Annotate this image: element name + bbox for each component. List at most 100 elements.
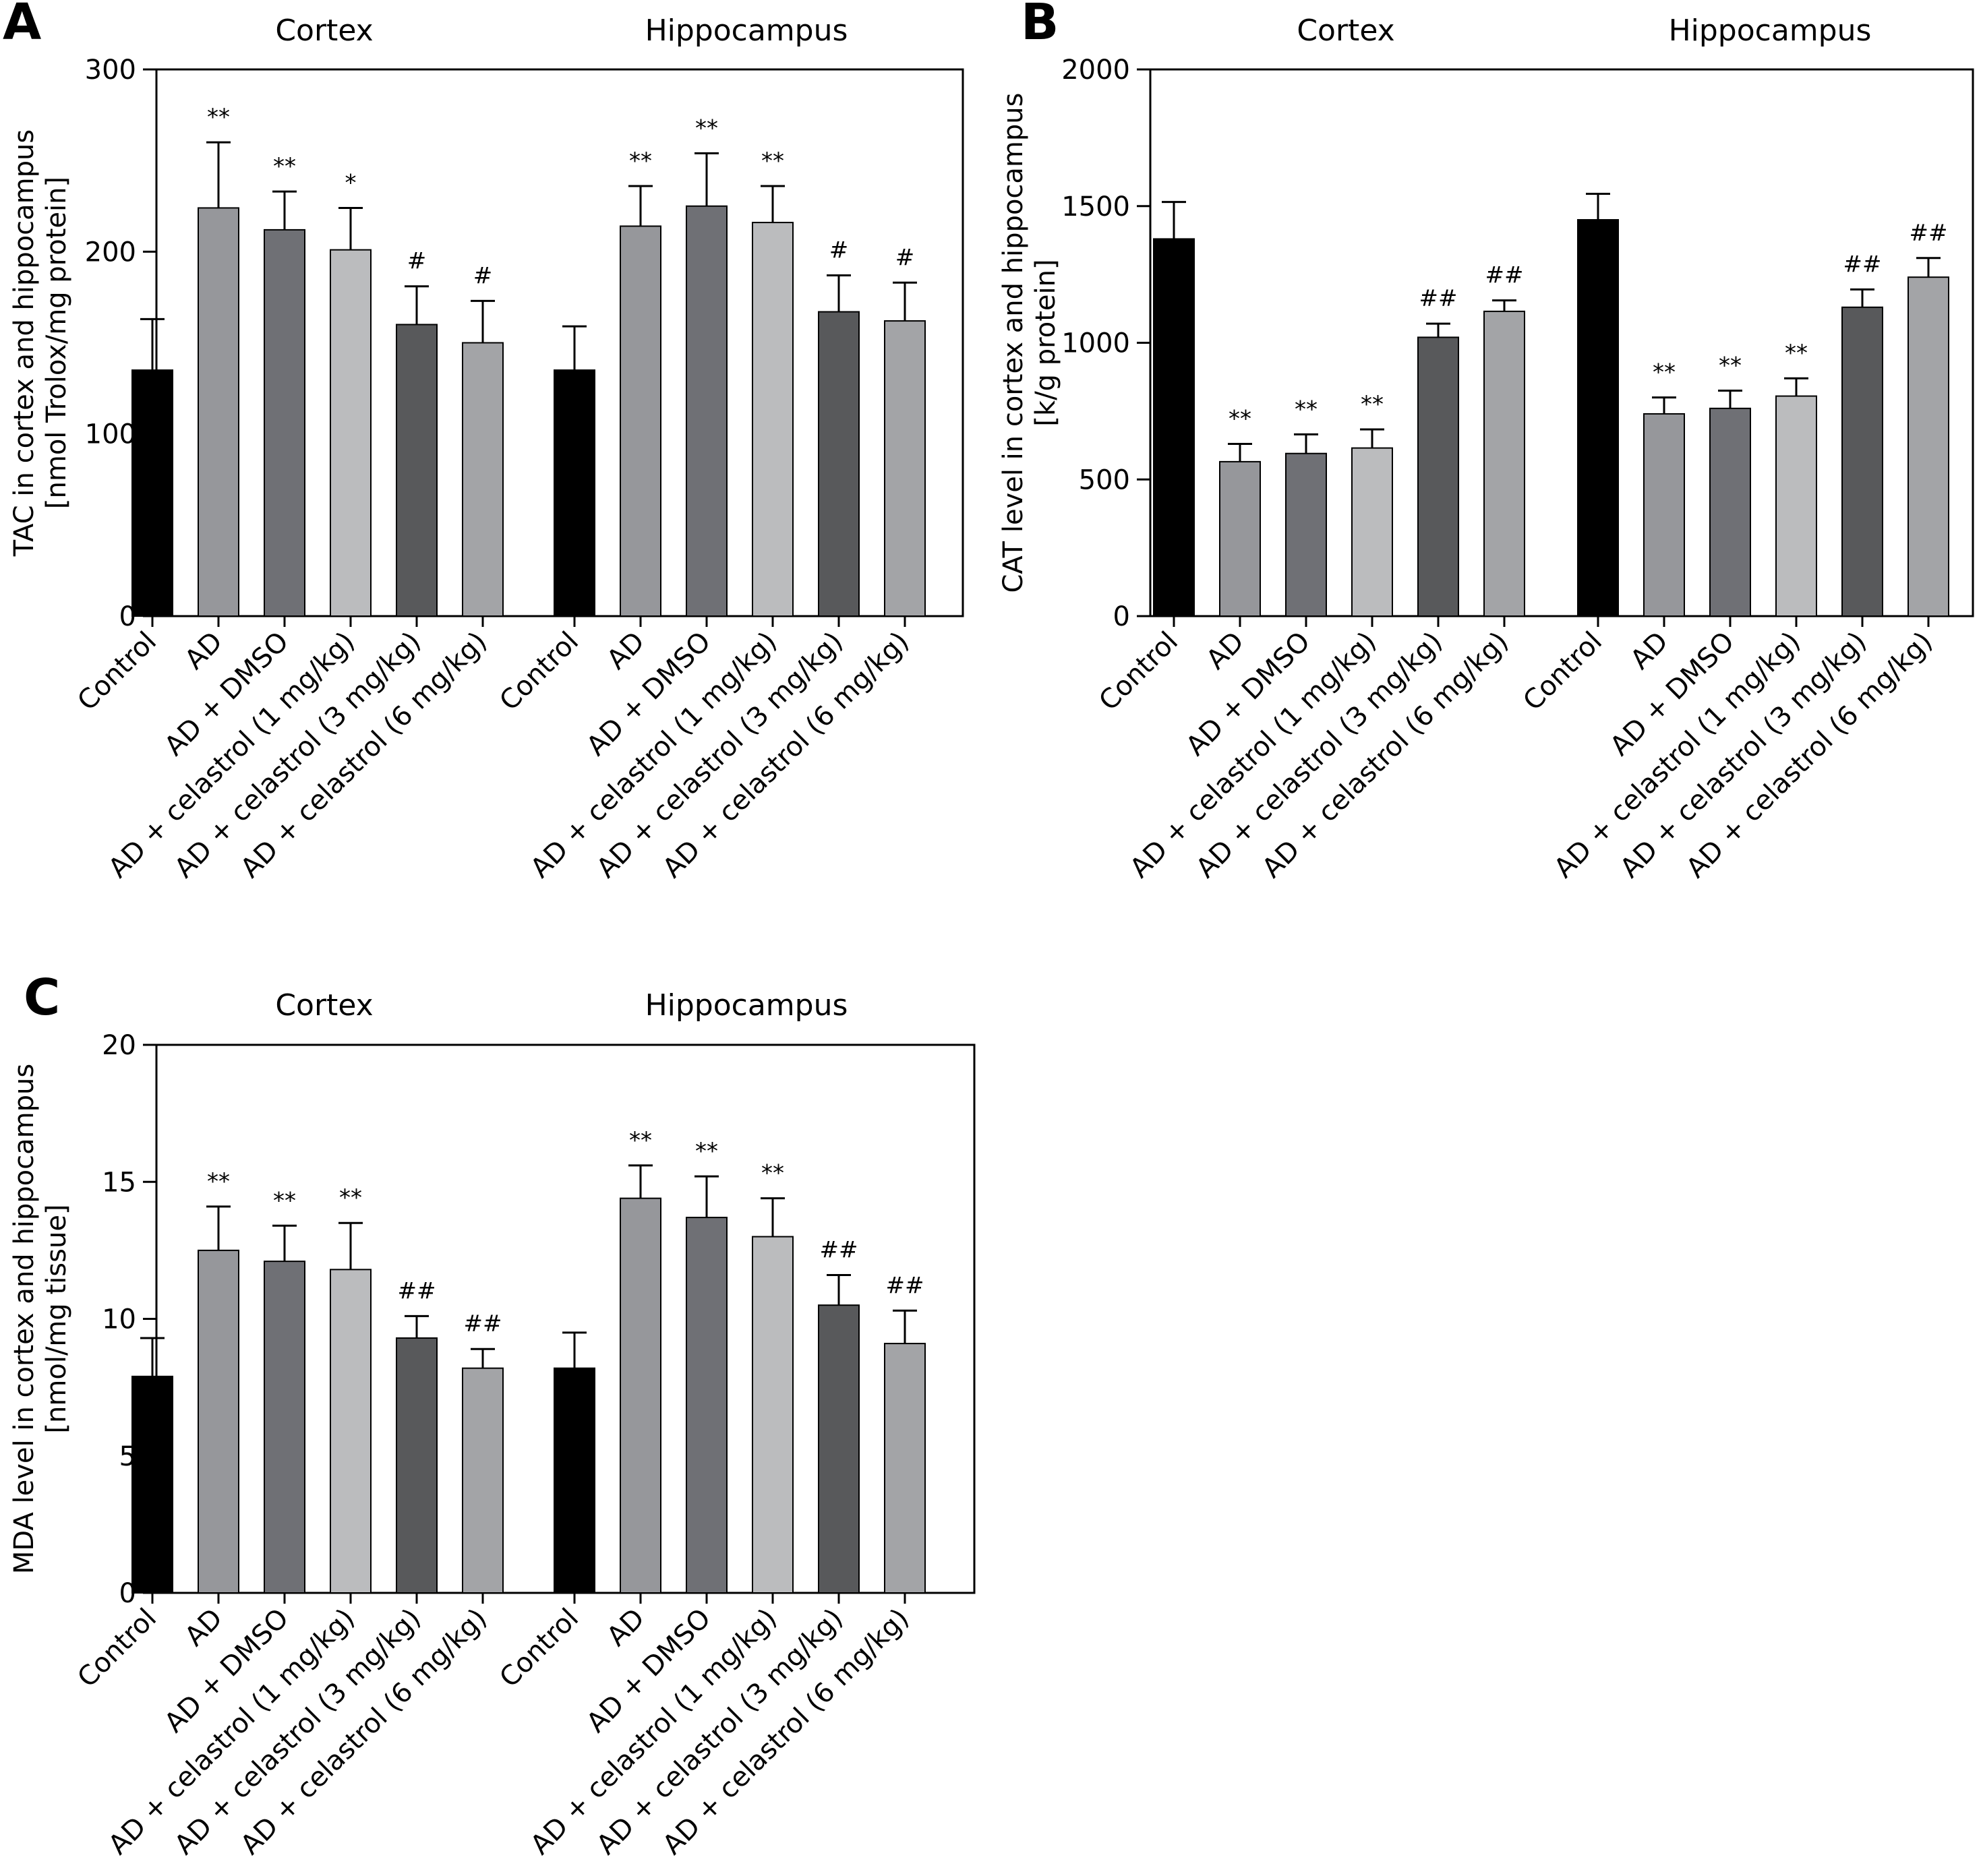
significance-mark-C: ## xyxy=(398,1277,436,1304)
y-tick-label-B: 2000 xyxy=(1061,55,1130,86)
significance-mark-B: ## xyxy=(1910,220,1948,247)
y-tick-label-B: 1500 xyxy=(1061,191,1130,222)
bar-A xyxy=(198,207,239,617)
x-category-label-A: Control xyxy=(71,626,162,717)
significance-mark-B: ** xyxy=(1653,359,1676,386)
group-title-C-0: Cortex xyxy=(275,988,373,1023)
bar-A xyxy=(752,222,794,617)
x-category-label-A: AD xyxy=(601,626,651,676)
significance-mark-A: # xyxy=(895,244,915,271)
bar-B xyxy=(1219,460,1261,617)
group-title-B-1: Hippocampus xyxy=(1669,13,1872,48)
x-category-label-C: Control xyxy=(71,1603,162,1694)
y-tick-label-C: 20 xyxy=(102,1030,136,1061)
significance-mark-C: ** xyxy=(695,1138,718,1165)
y-axis-label-A: [nmol Trolox/mg protein] xyxy=(41,177,72,509)
significance-mark-B: ** xyxy=(1361,391,1384,418)
significance-mark-B: ** xyxy=(1295,396,1318,423)
significance-mark-C: ** xyxy=(273,1187,296,1214)
bar-C xyxy=(131,1375,173,1594)
significance-mark-C: ## xyxy=(464,1310,502,1337)
bar-B xyxy=(1841,306,1883,617)
significance-mark-A: # xyxy=(407,248,427,275)
x-category-label-C: Control xyxy=(494,1603,585,1694)
group-title-C-1: Hippocampus xyxy=(645,988,848,1023)
significance-mark-A: ** xyxy=(273,153,296,180)
significance-mark-B: ** xyxy=(1785,340,1808,367)
x-category-label-B: AD xyxy=(1624,626,1674,676)
bar-B xyxy=(1351,447,1393,617)
bar-C xyxy=(462,1367,504,1594)
significance-mark-B: ## xyxy=(1419,285,1458,312)
significance-mark-A: ** xyxy=(761,148,784,175)
bar-C xyxy=(396,1337,438,1594)
x-category-label-B: Control xyxy=(1517,626,1608,717)
y-tick-label-A: 200 xyxy=(85,237,136,268)
significance-mark-B: ** xyxy=(1229,406,1251,433)
significance-mark-C: ## xyxy=(886,1272,924,1299)
x-category-label-B: Control xyxy=(1093,626,1184,717)
bar-A xyxy=(620,225,661,617)
bar-B xyxy=(1577,219,1619,617)
significance-mark-A: * xyxy=(345,169,357,196)
significance-mark-B: ** xyxy=(1719,352,1742,379)
bar-C xyxy=(198,1249,239,1594)
significance-mark-A: ** xyxy=(629,148,652,175)
bar-C xyxy=(554,1367,595,1594)
bar-A xyxy=(264,229,305,617)
significance-mark-A: ** xyxy=(207,104,230,131)
bar-B xyxy=(1285,452,1327,617)
bar-C xyxy=(752,1236,794,1594)
significance-mark-A: # xyxy=(829,237,849,264)
y-tick-label-B: 0 xyxy=(1113,601,1130,632)
bar-C xyxy=(620,1197,661,1594)
significance-mark-C: ** xyxy=(629,1127,652,1154)
significance-mark-A: # xyxy=(473,262,493,289)
bar-C xyxy=(264,1261,305,1594)
bar-B xyxy=(1709,407,1751,617)
y-tick-label-C: 10 xyxy=(102,1304,136,1335)
bar-A xyxy=(554,369,595,617)
group-title-A-1: Hippocampus xyxy=(645,13,848,48)
significance-mark-B: ## xyxy=(1485,262,1524,289)
bar-A xyxy=(330,249,372,617)
x-category-label-C: AD xyxy=(179,1603,229,1653)
bar-C xyxy=(686,1217,728,1594)
bar-A xyxy=(131,369,173,617)
bar-B xyxy=(1908,276,1949,617)
bar-C xyxy=(330,1269,372,1594)
y-tick-label-A: 100 xyxy=(85,419,136,450)
significance-mark-C: ** xyxy=(339,1184,362,1211)
significance-mark-C: ## xyxy=(820,1236,858,1263)
y-axis-label-C: MDA level in cortex and hippocampus xyxy=(9,1064,40,1574)
x-category-label-B: AD xyxy=(1200,626,1250,676)
panel-letter-A: A xyxy=(3,0,41,51)
bar-A xyxy=(818,311,860,617)
bar-C xyxy=(884,1343,926,1594)
x-category-label-A: AD xyxy=(179,626,229,676)
x-category-label-C: AD xyxy=(601,1603,651,1653)
bar-A xyxy=(462,342,504,617)
y-axis-label-A: TAC in cortex and hippocampus xyxy=(9,129,40,557)
bar-A xyxy=(884,320,926,617)
y-axis-label-C: [nmol/mg tissue] xyxy=(41,1204,72,1433)
bar-A xyxy=(686,205,728,617)
bar-B xyxy=(1483,310,1525,617)
significance-mark-A: ** xyxy=(695,115,718,142)
significance-mark-C: ** xyxy=(761,1160,784,1187)
panel-letter-B: B xyxy=(1021,0,1059,51)
bar-B xyxy=(1643,413,1685,617)
bar-A xyxy=(396,324,438,617)
y-tick-label-C: 15 xyxy=(102,1167,136,1198)
y-axis-label-B: [k/g protein] xyxy=(1030,259,1061,426)
bar-B xyxy=(1417,336,1459,617)
y-axis-label-B: CAT level in cortex and hippocampus xyxy=(998,93,1029,593)
y-tick-label-B: 1000 xyxy=(1061,328,1130,359)
bar-C xyxy=(818,1304,860,1594)
significance-mark-B: ## xyxy=(1843,251,1882,278)
significance-mark-C: ** xyxy=(207,1168,230,1195)
bar-B xyxy=(1775,395,1817,617)
group-title-A-0: Cortex xyxy=(275,13,373,48)
